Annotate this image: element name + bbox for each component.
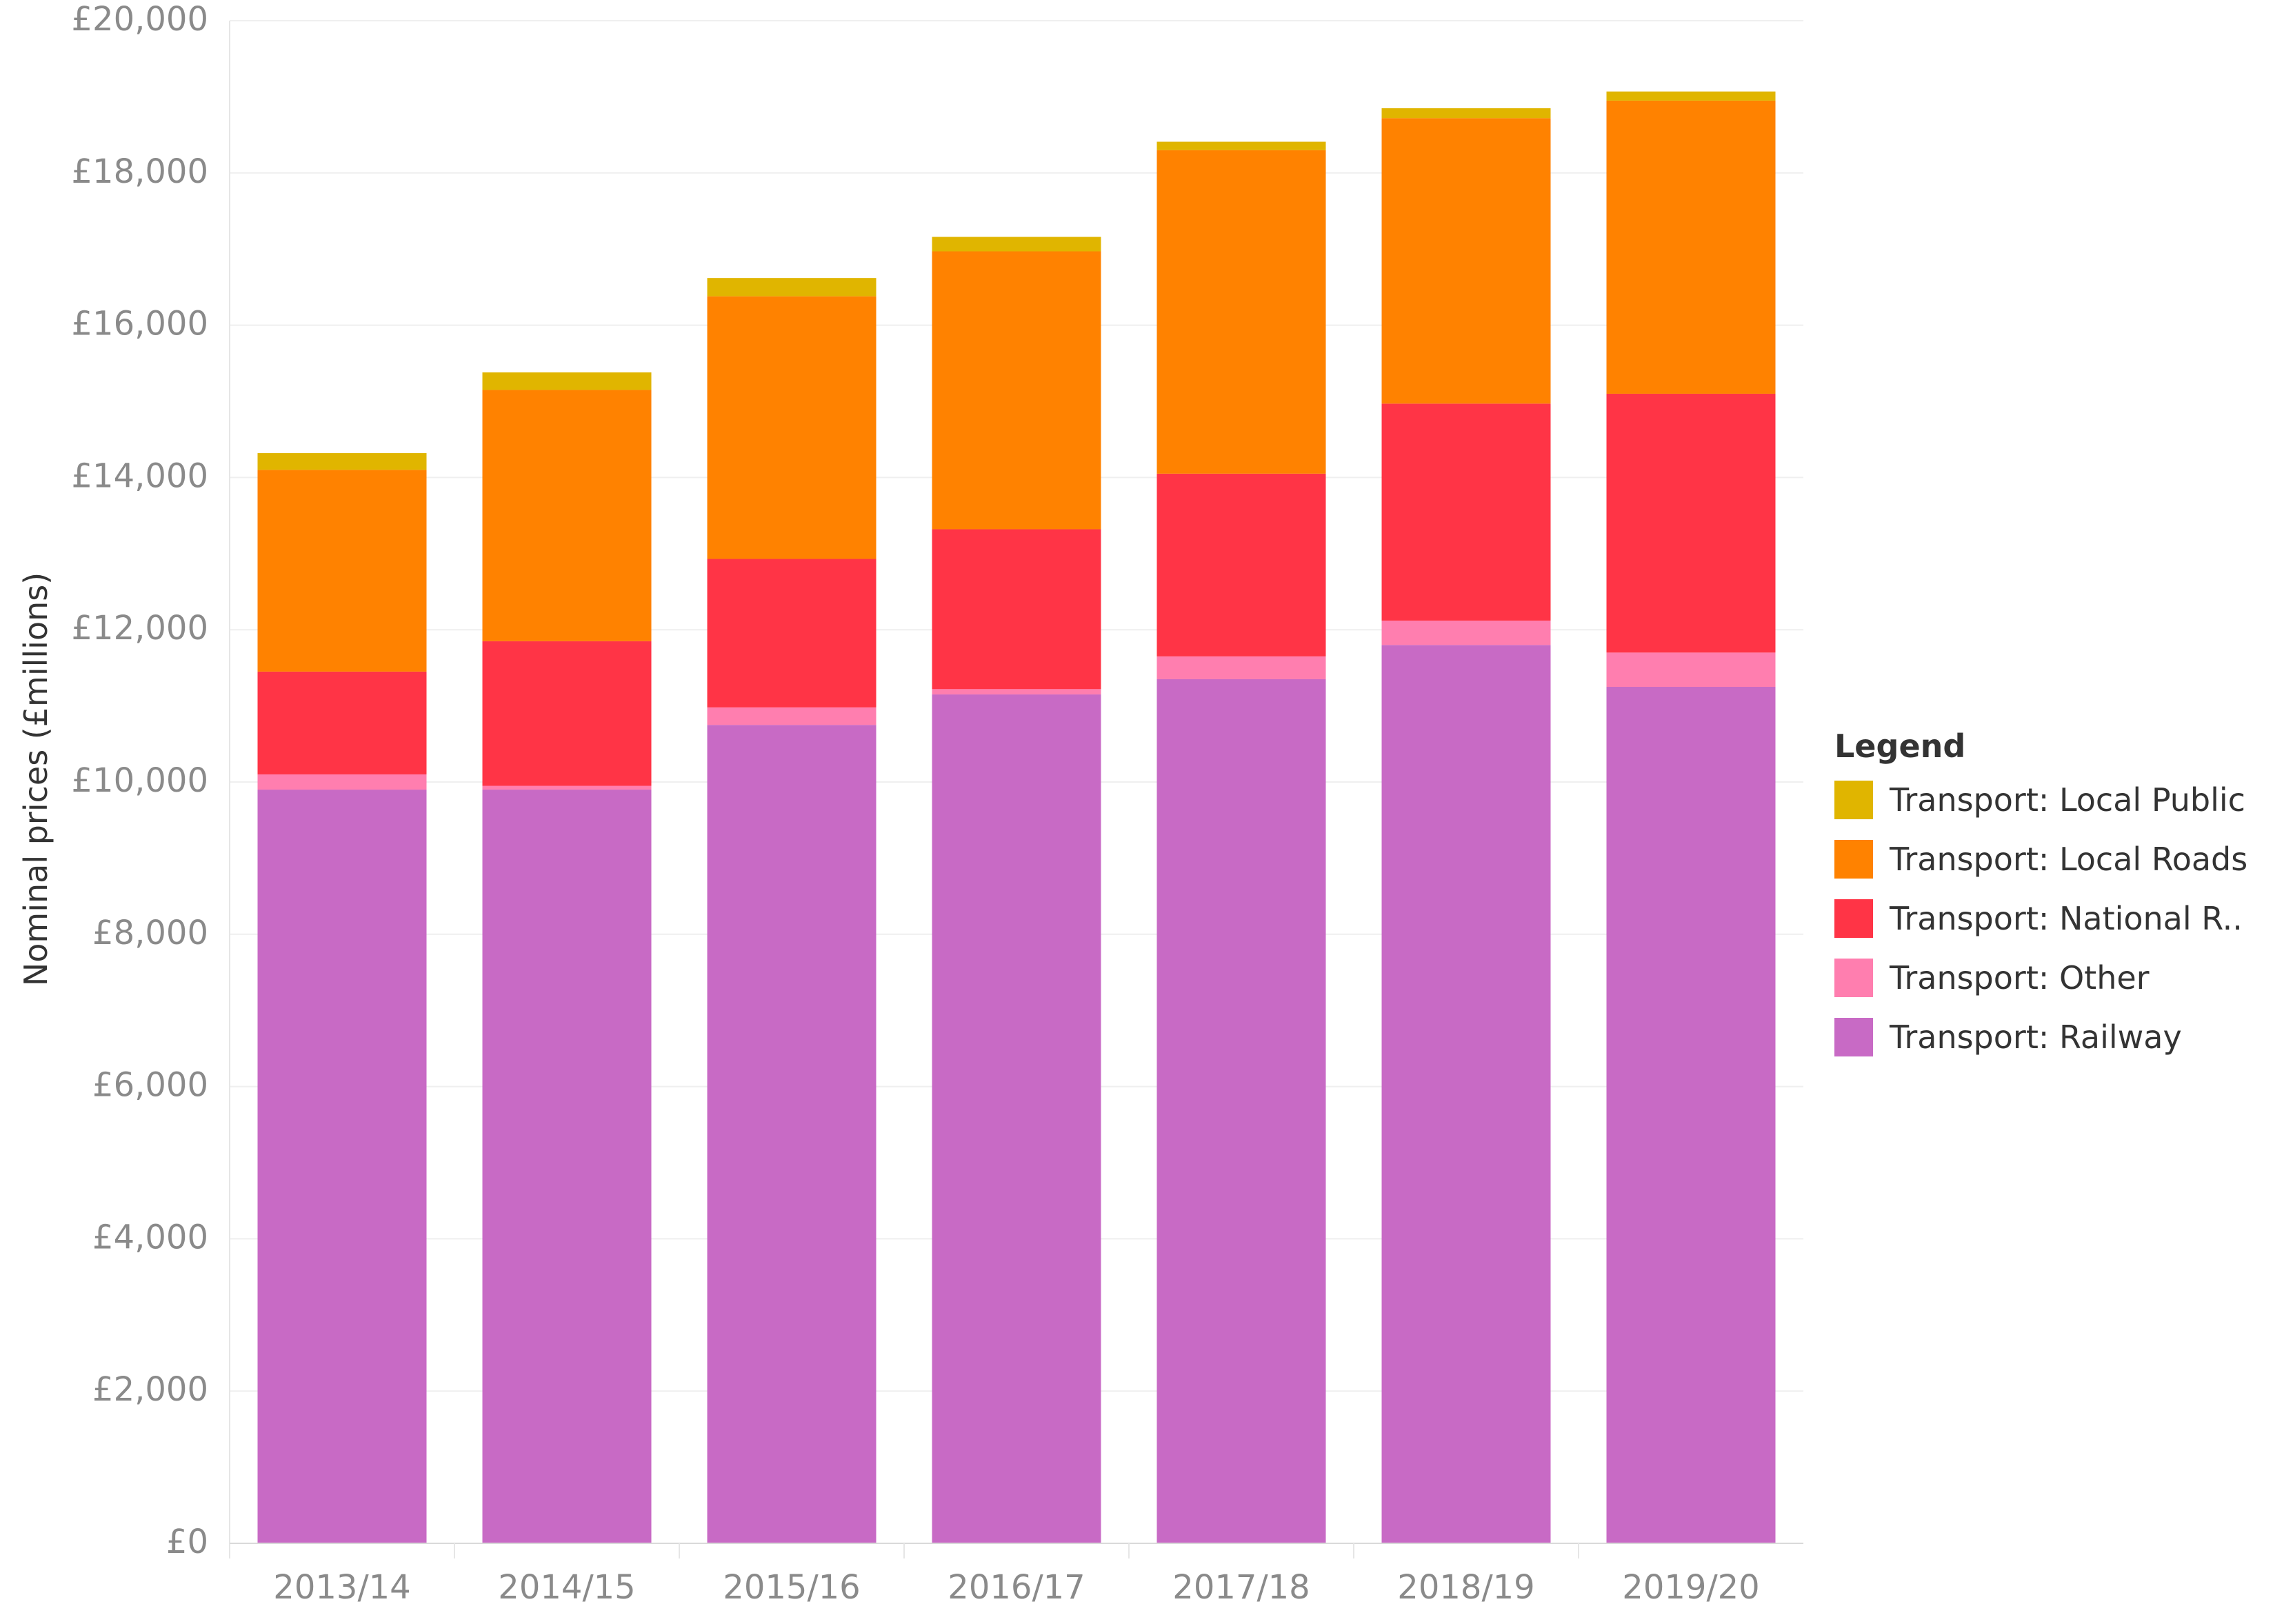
y-tick-label: £16,000 (72, 305, 209, 343)
y-tick-label: £6,000 (92, 1066, 208, 1105)
bar-segment (482, 790, 652, 1543)
axes: £0 £2,000 £4,000 £6,000 £8,000 £10,000 £12,000… (72, 0, 1803, 1607)
bar-segment (1381, 108, 1551, 119)
legend-swatch (1834, 840, 1873, 879)
y-tick-label: £4,000 (92, 1218, 208, 1256)
y-tick-label: £8,000 (92, 914, 208, 952)
bar-segment (257, 790, 427, 1543)
legend-swatch (1834, 959, 1873, 997)
legend-swatch (1834, 781, 1873, 819)
bar-segment (707, 725, 877, 1543)
bar-segment (1156, 141, 1326, 150)
y-tick-label: £14,000 (72, 457, 209, 495)
bar-segment (707, 278, 877, 297)
y-tick-label: £18,000 (72, 152, 209, 191)
bar-segment (1156, 150, 1326, 474)
bar-segment (257, 671, 427, 774)
bar-segment (932, 689, 1101, 695)
y-axis-title: Nominal prices (£millions) (17, 572, 54, 986)
bar-segment (1606, 100, 1776, 394)
legend-label: Transport: Other (1889, 959, 2150, 996)
bar-segment (932, 694, 1101, 1543)
x-tick-label: 2018/19 (1397, 1568, 1534, 1607)
bar-segment (1606, 687, 1776, 1543)
bar-segment (1606, 393, 1776, 653)
bar-segment (482, 390, 652, 641)
legend-swatch (1834, 1018, 1873, 1056)
bar-segment (707, 296, 877, 559)
x-tick-label: 2015/16 (723, 1568, 860, 1607)
bar-segment (1606, 91, 1776, 101)
y-tick-label: £10,000 (72, 761, 209, 800)
bar-segment (1606, 652, 1776, 687)
bar-segment (1156, 656, 1326, 679)
bar-segment (932, 251, 1101, 530)
y-tick-label: £20,000 (72, 0, 209, 39)
x-tick-label: 2017/18 (1172, 1568, 1310, 1607)
x-tick-label: 2014/15 (498, 1568, 635, 1607)
legend: Legend Transport: Local Public Transport:… (1834, 728, 2247, 1056)
y-tick-label: £2,000 (92, 1370, 208, 1409)
bar-segment (482, 372, 652, 390)
bar-segment (707, 707, 877, 725)
bar-segment (482, 785, 652, 790)
legend-swatch (1834, 899, 1873, 938)
legend-label: Transport: Local Roads (1889, 841, 2247, 878)
legend-title: Legend (1834, 728, 1965, 765)
bar-segment (1156, 679, 1326, 1544)
bar-segment (1381, 645, 1551, 1543)
bar-segment (257, 453, 427, 470)
bar-segment (482, 641, 652, 786)
bar-segment (257, 774, 427, 790)
bar-segment (257, 470, 427, 672)
y-tick-label: £12,000 (72, 609, 209, 648)
bar-segment (1381, 403, 1551, 621)
x-tick-label: 2016/17 (948, 1568, 1085, 1607)
bar-segment (1381, 118, 1551, 404)
bar-segment (932, 529, 1101, 690)
legend-label: Transport: Railway (1889, 1019, 2182, 1056)
bar-segment (1381, 620, 1551, 645)
bar-segment (932, 237, 1101, 252)
bar-segment (1156, 473, 1326, 656)
x-tick-label: 2013/14 (273, 1568, 410, 1607)
x-tick-label: 2019/20 (1622, 1568, 1759, 1607)
bar-segment (707, 559, 877, 708)
legend-label: Transport: National R.. (1889, 900, 2243, 937)
y-tick-label: £0 (166, 1523, 208, 1561)
legend-label: Transport: Local Public (1889, 781, 2245, 819)
bars (257, 91, 1776, 1544)
